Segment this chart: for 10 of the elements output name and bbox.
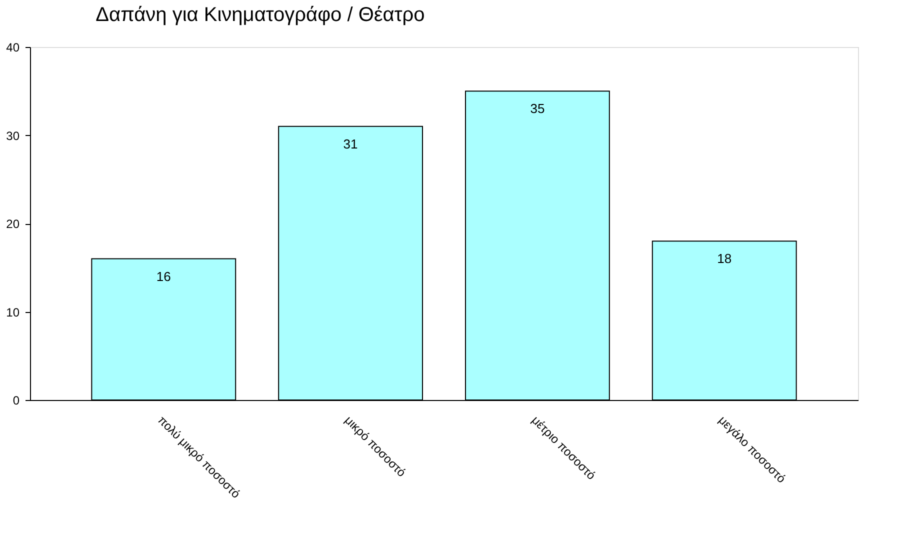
data-label: 18 [717,251,732,266]
y-tick-label: 10 [6,305,20,320]
y-tick-label: 30 [6,128,20,143]
y-tick-label: 0 [12,394,20,408]
data-label: 16 [156,268,171,284]
chart-title: Δαπάνη για Κινηματογράφο / Θέατρο [96,4,425,26]
y-tick-label: 40 [6,40,20,54]
y-tick-label: 20 [6,217,20,231]
data-label: 35 [530,101,545,116]
data-label: 31 [343,136,358,152]
